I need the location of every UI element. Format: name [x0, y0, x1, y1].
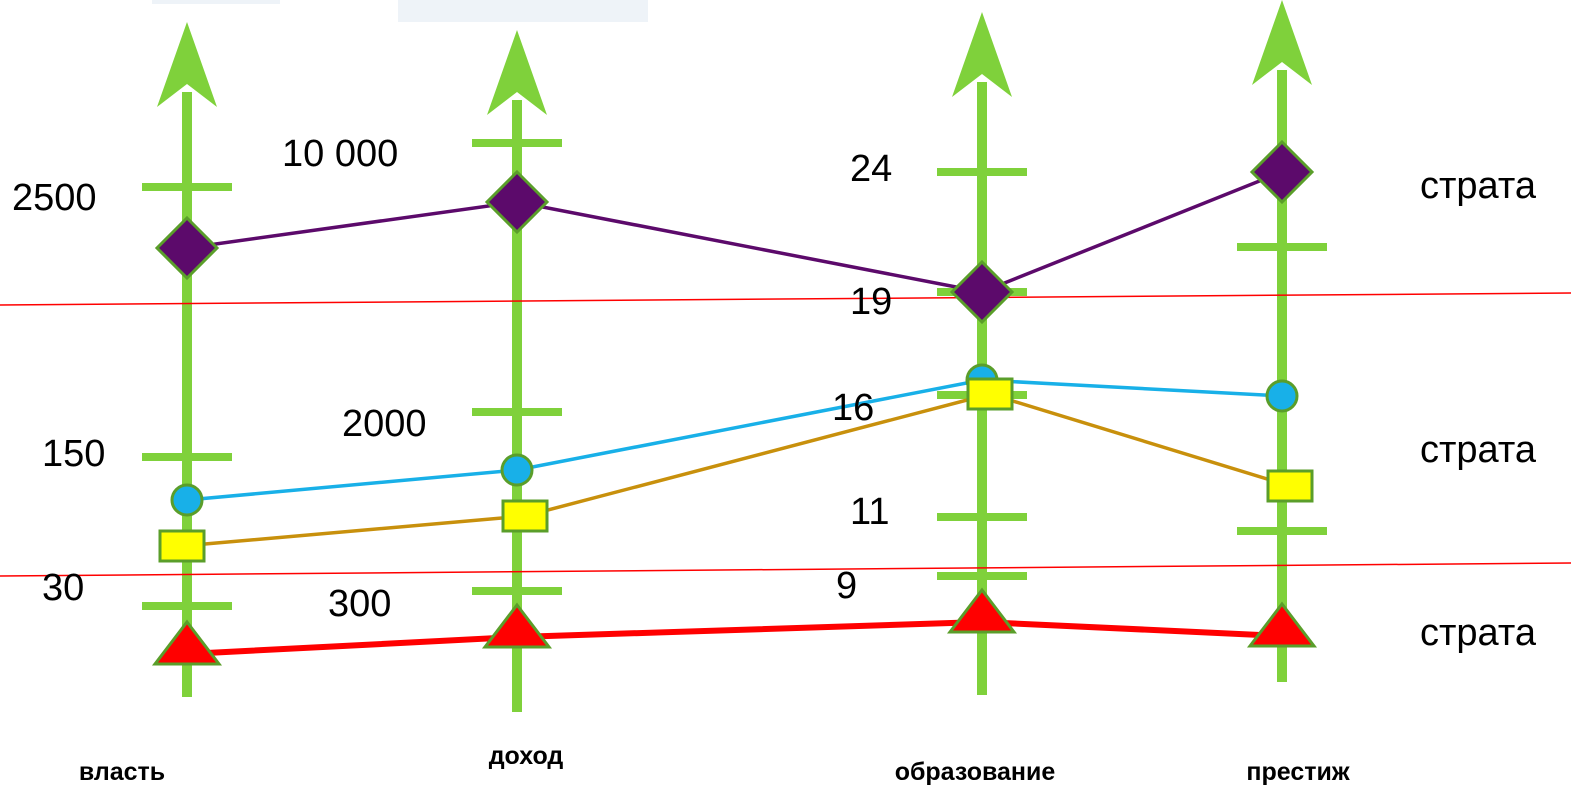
strata-boundaries: [0, 292, 1571, 577]
series-line-circle: [186, 378, 1283, 502]
square-marker: [1266, 469, 1314, 503]
triangle-marker: [1246, 601, 1318, 648]
series-line-triangle: [186, 618, 1283, 657]
axis-name-prestige: престиж: [1246, 758, 1349, 786]
axis-arrow-power: [157, 22, 217, 107]
axis-name-power: власть: [79, 758, 165, 786]
axis-arrow-education: [952, 12, 1012, 97]
strata-label: страта: [1420, 165, 1537, 207]
markers-layer: [151, 139, 1318, 666]
strata-label: страта: [1420, 612, 1537, 654]
triangle-marker: [481, 602, 553, 649]
series-line-diamond: [186, 170, 1283, 294]
thumbnail-fragment-right: [398, 0, 648, 22]
axis-arrow-income: [487, 30, 547, 115]
circle-marker: [500, 453, 534, 487]
diamond-marker: [1249, 139, 1315, 205]
tick-label-income: 2000: [342, 403, 427, 445]
diamond-marker: [484, 169, 550, 235]
square-marker: [501, 499, 549, 533]
series-line-square: [181, 392, 1291, 548]
strata-boundary-upper: [0, 292, 1571, 306]
square-marker: [158, 529, 206, 563]
axis-name-income: доход: [489, 742, 564, 770]
tick-label-power: 30: [42, 567, 84, 609]
tick-label-education: 19: [850, 281, 892, 323]
thumbnail-fragment-left: [152, 0, 280, 4]
circle-marker: [170, 483, 204, 517]
axes-layer: [142, 0, 1327, 712]
strata-boundary-lower: [0, 562, 1571, 577]
circle-marker: [1265, 379, 1299, 413]
tick-label-power: 2500: [12, 177, 97, 219]
tick-label-education: 11: [850, 491, 889, 533]
axis-arrow-prestige: [1252, 0, 1312, 85]
tick-label-education: 16: [832, 387, 874, 429]
triangle-marker: [151, 619, 223, 666]
square-marker: [966, 377, 1014, 411]
diamond-marker: [154, 215, 220, 281]
tick-label-income: 10 000: [282, 133, 398, 175]
tick-label-income: 300: [328, 583, 391, 625]
axis-name-education: образование: [895, 758, 1056, 786]
tick-label-power: 150: [42, 433, 105, 475]
series-layer: [181, 170, 1291, 657]
tick-label-education: 9: [836, 565, 857, 607]
strata-label: страта: [1420, 429, 1537, 471]
tick-label-education: 24: [850, 148, 892, 190]
labels-layer: 2500 150 30 власть 10 000 2000 300 доход 24 19 16 1…: [12, 133, 1537, 786]
diamond-marker: [949, 259, 1015, 325]
triangle-marker: [946, 587, 1018, 634]
